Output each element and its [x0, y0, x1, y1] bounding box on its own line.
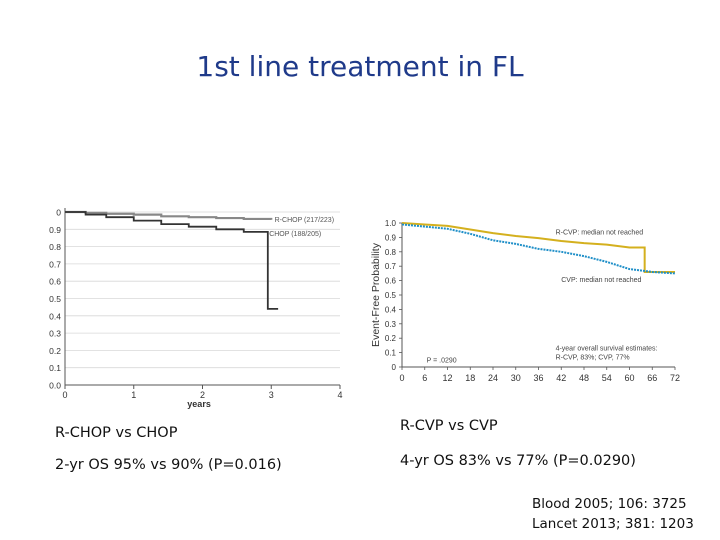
x-tick-label: 2 [200, 390, 205, 400]
y-tick-label: 0.7 [49, 259, 61, 269]
y-tick-label: 0.3 [385, 320, 397, 329]
x-tick-label: 30 [511, 373, 521, 383]
x-axis-label: years [187, 399, 211, 409]
y-tick-label: 0.1 [49, 363, 61, 373]
y-tick-label: 0.8 [385, 248, 397, 257]
left-survival-chart: 0.0 0.1 0.2 0.3 0.4 0.5 0.6 0.7 0.8 0.9 0 0 1 2 3 4 year… [49, 208, 342, 410]
y-tick-label: 0.7 [385, 262, 397, 271]
legend-label-chop: CHOP (188/205) [269, 231, 321, 238]
right-survival-chart: Event-Free Probability 0 0.1 0.2 0.3 0.4 0.5 0.… [370, 219, 680, 383]
x-tick-label: 24 [488, 373, 498, 383]
left-caption-comparison: R-CHOP vs CHOP [55, 425, 178, 441]
y-tick-label: 0.0 [49, 381, 61, 391]
x-tick-label: 36 [533, 373, 543, 383]
legend-label-rchop: R-CHOP (217/223) [275, 217, 334, 224]
y-tick-label: 0.3 [49, 329, 61, 339]
y-tick-label: 0.5 [49, 294, 61, 304]
right-caption-os: 4-yr OS 83% vs 77% (P=0.0290) [400, 453, 636, 469]
x-tick-label: 6 [422, 373, 427, 383]
y-tick-label: 0.1 [385, 349, 397, 358]
y-tick-label: 1.0 [385, 219, 397, 228]
y-tick-label: 0 [392, 363, 397, 372]
y-tick-label: 0.2 [385, 334, 397, 343]
x-tick-label: 1 [131, 390, 136, 400]
y-tick-label: 0.4 [385, 305, 397, 314]
x-tick-label: 3 [269, 390, 274, 400]
legend-label-cvp: CVP: median not reached [561, 277, 641, 284]
x-tick-label: 48 [579, 373, 589, 383]
x-tick-label: 54 [602, 373, 612, 383]
x-tick-label: 0 [62, 390, 67, 400]
y-axis-label: Event-Free Probability [370, 242, 382, 347]
y-tick-label: 0 [56, 208, 61, 218]
series-line-rchop [65, 210, 273, 221]
left-caption-os: 2-yr OS 95% vs 90% (P=0.016) [55, 457, 282, 473]
y-tick-label: 0.8 [49, 242, 61, 252]
x-tick-label: 4 [337, 390, 342, 400]
x-tick-label: 42 [556, 373, 566, 383]
y-tick-label: 0.2 [49, 346, 61, 356]
y-tick-label: 0.6 [49, 277, 61, 287]
x-tick-label: 72 [670, 373, 680, 383]
y-tick-label: 0.9 [385, 233, 397, 242]
x-tick-label: 0 [399, 373, 404, 383]
p-value-annotation: P = .0290 [427, 358, 457, 365]
y-tick-label: 0.6 [385, 277, 397, 286]
legend-label-rcvp: R-CVP: median not reached [556, 229, 644, 236]
survival-estimates-heading: 4-year overall survival estimates: [556, 345, 658, 352]
x-tick-label: 18 [465, 373, 475, 383]
series-line-cvp [401, 223, 676, 275]
y-tick-label: 0.4 [49, 311, 61, 321]
x-tick-label: 12 [442, 373, 452, 383]
right-caption-comparison: R-CVP vs CVP [400, 418, 498, 434]
series-line-chop [65, 211, 279, 310]
reference-blood: Blood 2005; 106: 3725 [532, 496, 687, 512]
x-tick-label: 60 [624, 373, 634, 383]
x-tick-label: 66 [647, 373, 657, 383]
slide-title: 1st line treatment in FL [196, 50, 524, 83]
y-tick-label: 0.9 [49, 225, 61, 235]
y-tick-label: 0.5 [385, 291, 397, 300]
survival-estimates-values: R-CVP, 83%; CVP, 77% [556, 355, 630, 362]
series-line-rcvp [401, 222, 675, 273]
reference-lancet: Lancet 2013; 381: 1203 [532, 516, 694, 532]
